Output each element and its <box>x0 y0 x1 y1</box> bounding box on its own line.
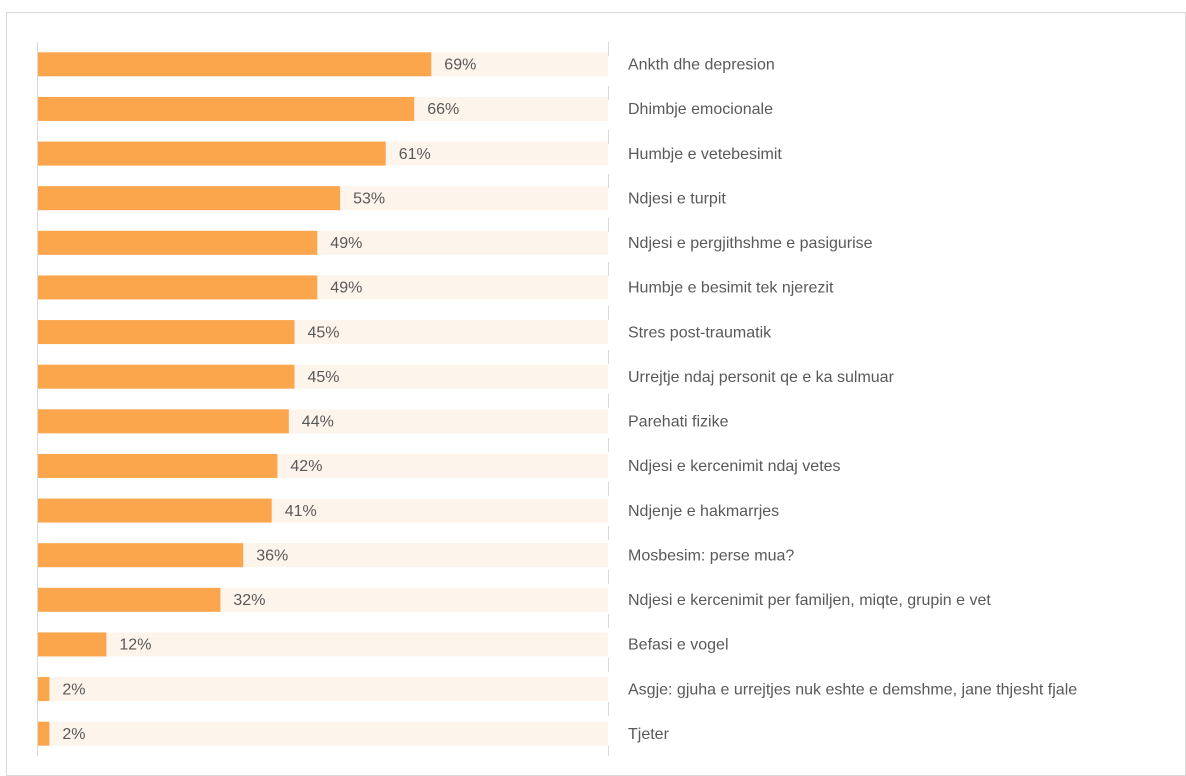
value-label: 61% <box>399 146 431 163</box>
category-label: Urrejtje ndaj personit qe e ka sulmuar <box>628 369 895 386</box>
bar <box>38 721 50 746</box>
bar-track <box>38 677 608 702</box>
value-label: 42% <box>290 458 322 475</box>
category-label: Humbje e vetebesimit <box>628 146 782 163</box>
bar <box>38 409 289 434</box>
bar-track <box>38 632 608 657</box>
value-label: 2% <box>62 726 85 743</box>
value-label: 49% <box>330 280 362 297</box>
value-label: 2% <box>62 681 85 698</box>
value-label: 49% <box>330 235 362 252</box>
value-label: 36% <box>256 547 288 564</box>
bar <box>38 52 432 77</box>
category-label: Mosbesim: perse mua? <box>628 547 794 564</box>
value-label: 66% <box>427 101 459 118</box>
bar-track <box>38 721 608 746</box>
category-label: Parehati fizike <box>628 414 729 431</box>
bar <box>38 677 50 702</box>
bar <box>38 275 318 300</box>
category-label: Ankth dhe depresion <box>628 57 775 74</box>
value-label: 69% <box>444 57 476 74</box>
value-label: 41% <box>285 503 317 520</box>
category-label: Tjeter <box>628 726 670 743</box>
bar <box>38 543 244 568</box>
bar <box>38 632 107 657</box>
category-label: Befasi e vogel <box>628 637 729 654</box>
category-label: Asgje: gjuha e urrejtjes nuk eshte e dem… <box>628 681 1077 698</box>
category-label: Stres post-traumatik <box>628 324 772 341</box>
frame <box>6 12 1186 776</box>
value-label: 45% <box>308 369 340 386</box>
value-label: 45% <box>308 324 340 341</box>
value-label: 12% <box>119 637 151 654</box>
category-label: Ndjesi e kercenimit per familjen, miqte,… <box>628 592 991 609</box>
bar <box>38 96 415 121</box>
bar <box>38 364 295 389</box>
category-label: Ndjesi e kercenimit ndaj vetes <box>628 458 841 475</box>
category-label: Humbje e besimit tek njerezit <box>628 280 834 297</box>
bar <box>38 141 386 166</box>
bar <box>38 453 278 478</box>
value-label: 44% <box>302 414 334 431</box>
value-label: 53% <box>353 190 385 207</box>
category-label: Dhimbje emocionale <box>628 101 773 118</box>
bar <box>38 587 221 612</box>
value-label: 32% <box>233 592 265 609</box>
bar <box>38 320 295 345</box>
bar <box>38 498 272 523</box>
category-label: Ndjenje e hakmarrjes <box>628 503 779 520</box>
bar <box>38 186 341 211</box>
category-label: Ndjesi e turpit <box>628 190 726 207</box>
category-label: Ndjesi e pergjithshme e pasigurise <box>628 235 873 252</box>
bar <box>38 230 318 255</box>
